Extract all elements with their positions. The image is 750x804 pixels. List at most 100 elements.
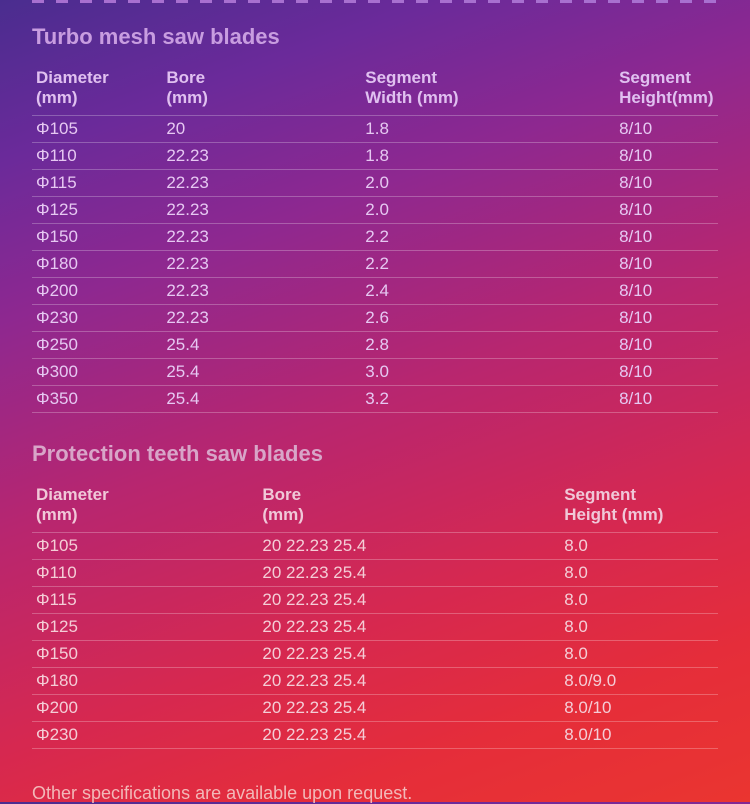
- protection-row: Φ15020 22.23 25.48.0: [32, 641, 718, 668]
- turbo-cell: 3.2: [361, 386, 615, 413]
- content-area: Turbo mesh saw blades Diameter(mm)Bore(m…: [0, 0, 750, 804]
- turbo-row: Φ11522.232.08/10: [32, 170, 718, 197]
- protection-col-2: SegmentHeight (mm): [560, 481, 718, 533]
- protection-cell: 20 22.23 25.4: [258, 587, 560, 614]
- protection-cell: Φ115: [32, 587, 258, 614]
- turbo-cell: 2.4: [361, 278, 615, 305]
- protection-col-1: Bore(mm): [258, 481, 560, 533]
- turbo-cell: Φ125: [32, 197, 162, 224]
- protection-cell: 8.0: [560, 614, 718, 641]
- turbo-row: Φ11022.231.88/10: [32, 143, 718, 170]
- turbo-title: Turbo mesh saw blades: [32, 24, 718, 50]
- turbo-col-1: Bore(mm): [162, 64, 361, 116]
- turbo-row: Φ25025.42.88/10: [32, 332, 718, 359]
- decorative-dashed-line: [32, 0, 718, 3]
- protection-col-0: Diameter(mm): [32, 481, 258, 533]
- protection-cell: 20 22.23 25.4: [258, 560, 560, 587]
- turbo-cell: 8/10: [615, 251, 718, 278]
- turbo-cell: 22.23: [162, 305, 361, 332]
- turbo-cell: 8/10: [615, 197, 718, 224]
- turbo-cell: 8/10: [615, 224, 718, 251]
- turbo-row: Φ15022.232.28/10: [32, 224, 718, 251]
- protection-cell: Φ125: [32, 614, 258, 641]
- turbo-cell: 22.23: [162, 224, 361, 251]
- turbo-cell: 1.8: [361, 143, 615, 170]
- protection-row: Φ10520 22.23 25.48.0: [32, 533, 718, 560]
- turbo-cell: 22.23: [162, 251, 361, 278]
- protection-row: Φ11520 22.23 25.48.0: [32, 587, 718, 614]
- protection-table: Diameter(mm)Bore(mm)SegmentHeight (mm) Φ…: [32, 481, 718, 749]
- protection-row: Φ20020 22.23 25.48.0/10: [32, 695, 718, 722]
- turbo-row: Φ12522.232.08/10: [32, 197, 718, 224]
- turbo-row: Φ35025.43.28/10: [32, 386, 718, 413]
- protection-cell: Φ230: [32, 722, 258, 749]
- turbo-cell: Φ110: [32, 143, 162, 170]
- turbo-col-3: SegmentHeight(mm): [615, 64, 718, 116]
- turbo-cell: 1.8: [361, 116, 615, 143]
- protection-cell: Φ180: [32, 668, 258, 695]
- protection-cell: Φ110: [32, 560, 258, 587]
- turbo-cell: Φ150: [32, 224, 162, 251]
- protection-cell: 8.0/9.0: [560, 668, 718, 695]
- protection-row: Φ23020 22.23 25.48.0/10: [32, 722, 718, 749]
- turbo-cell: 8/10: [615, 278, 718, 305]
- turbo-table: Diameter(mm)Bore(mm)SegmentWidth (mm)Seg…: [32, 64, 718, 413]
- turbo-cell: 22.23: [162, 197, 361, 224]
- turbo-cell: 25.4: [162, 332, 361, 359]
- protection-cell: 8.0/10: [560, 695, 718, 722]
- turbo-cell: 2.2: [361, 224, 615, 251]
- protection-cell: 8.0: [560, 641, 718, 668]
- turbo-cell: Φ230: [32, 305, 162, 332]
- protection-row: Φ12520 22.23 25.48.0: [32, 614, 718, 641]
- turbo-row: Φ20022.232.48/10: [32, 278, 718, 305]
- turbo-cell: 2.0: [361, 170, 615, 197]
- turbo-cell: Φ250: [32, 332, 162, 359]
- protection-cell: 8.0: [560, 560, 718, 587]
- turbo-cell: 8/10: [615, 332, 718, 359]
- protection-cell: 8.0: [560, 587, 718, 614]
- turbo-cell: Φ350: [32, 386, 162, 413]
- turbo-cell: Φ200: [32, 278, 162, 305]
- turbo-cell: 2.0: [361, 197, 615, 224]
- turbo-cell: 25.4: [162, 359, 361, 386]
- turbo-cell: 8/10: [615, 170, 718, 197]
- protection-row: Φ11020 22.23 25.48.0: [32, 560, 718, 587]
- protection-cell: Φ105: [32, 533, 258, 560]
- turbo-col-2: SegmentWidth (mm): [361, 64, 615, 116]
- turbo-col-0: Diameter(mm): [32, 64, 162, 116]
- turbo-cell: 25.4: [162, 386, 361, 413]
- protection-cell: 20 22.23 25.4: [258, 695, 560, 722]
- turbo-cell: Φ115: [32, 170, 162, 197]
- protection-cell: 8.0/10: [560, 722, 718, 749]
- turbo-row: Φ23022.232.68/10: [32, 305, 718, 332]
- turbo-row: Φ105201.88/10: [32, 116, 718, 143]
- turbo-cell: 2.6: [361, 305, 615, 332]
- turbo-cell: 8/10: [615, 116, 718, 143]
- turbo-cell: Φ105: [32, 116, 162, 143]
- turbo-cell: Φ300: [32, 359, 162, 386]
- turbo-cell: 3.0: [361, 359, 615, 386]
- protection-cell: Φ200: [32, 695, 258, 722]
- turbo-row: Φ30025.43.08/10: [32, 359, 718, 386]
- turbo-row: Φ18022.232.28/10: [32, 251, 718, 278]
- turbo-cell: 2.2: [361, 251, 615, 278]
- protection-cell: 20 22.23 25.4: [258, 668, 560, 695]
- protection-title: Protection teeth saw blades: [32, 441, 718, 467]
- protection-cell: 20 22.23 25.4: [258, 614, 560, 641]
- turbo-cell: 20: [162, 116, 361, 143]
- turbo-cell: 8/10: [615, 143, 718, 170]
- protection-header-row: Diameter(mm)Bore(mm)SegmentHeight (mm): [32, 481, 718, 533]
- turbo-header-row: Diameter(mm)Bore(mm)SegmentWidth (mm)Seg…: [32, 64, 718, 116]
- turbo-cell: 22.23: [162, 170, 361, 197]
- turbo-cell: 8/10: [615, 359, 718, 386]
- protection-cell: 8.0: [560, 533, 718, 560]
- turbo-cell: 22.23: [162, 143, 361, 170]
- turbo-cell: 8/10: [615, 305, 718, 332]
- turbo-cell: 22.23: [162, 278, 361, 305]
- turbo-cell: Φ180: [32, 251, 162, 278]
- turbo-cell: 2.8: [361, 332, 615, 359]
- turbo-cell: 8/10: [615, 386, 718, 413]
- protection-cell: 20 22.23 25.4: [258, 641, 560, 668]
- protection-cell: Φ150: [32, 641, 258, 668]
- footnote: Other specifications are available upon …: [32, 783, 718, 804]
